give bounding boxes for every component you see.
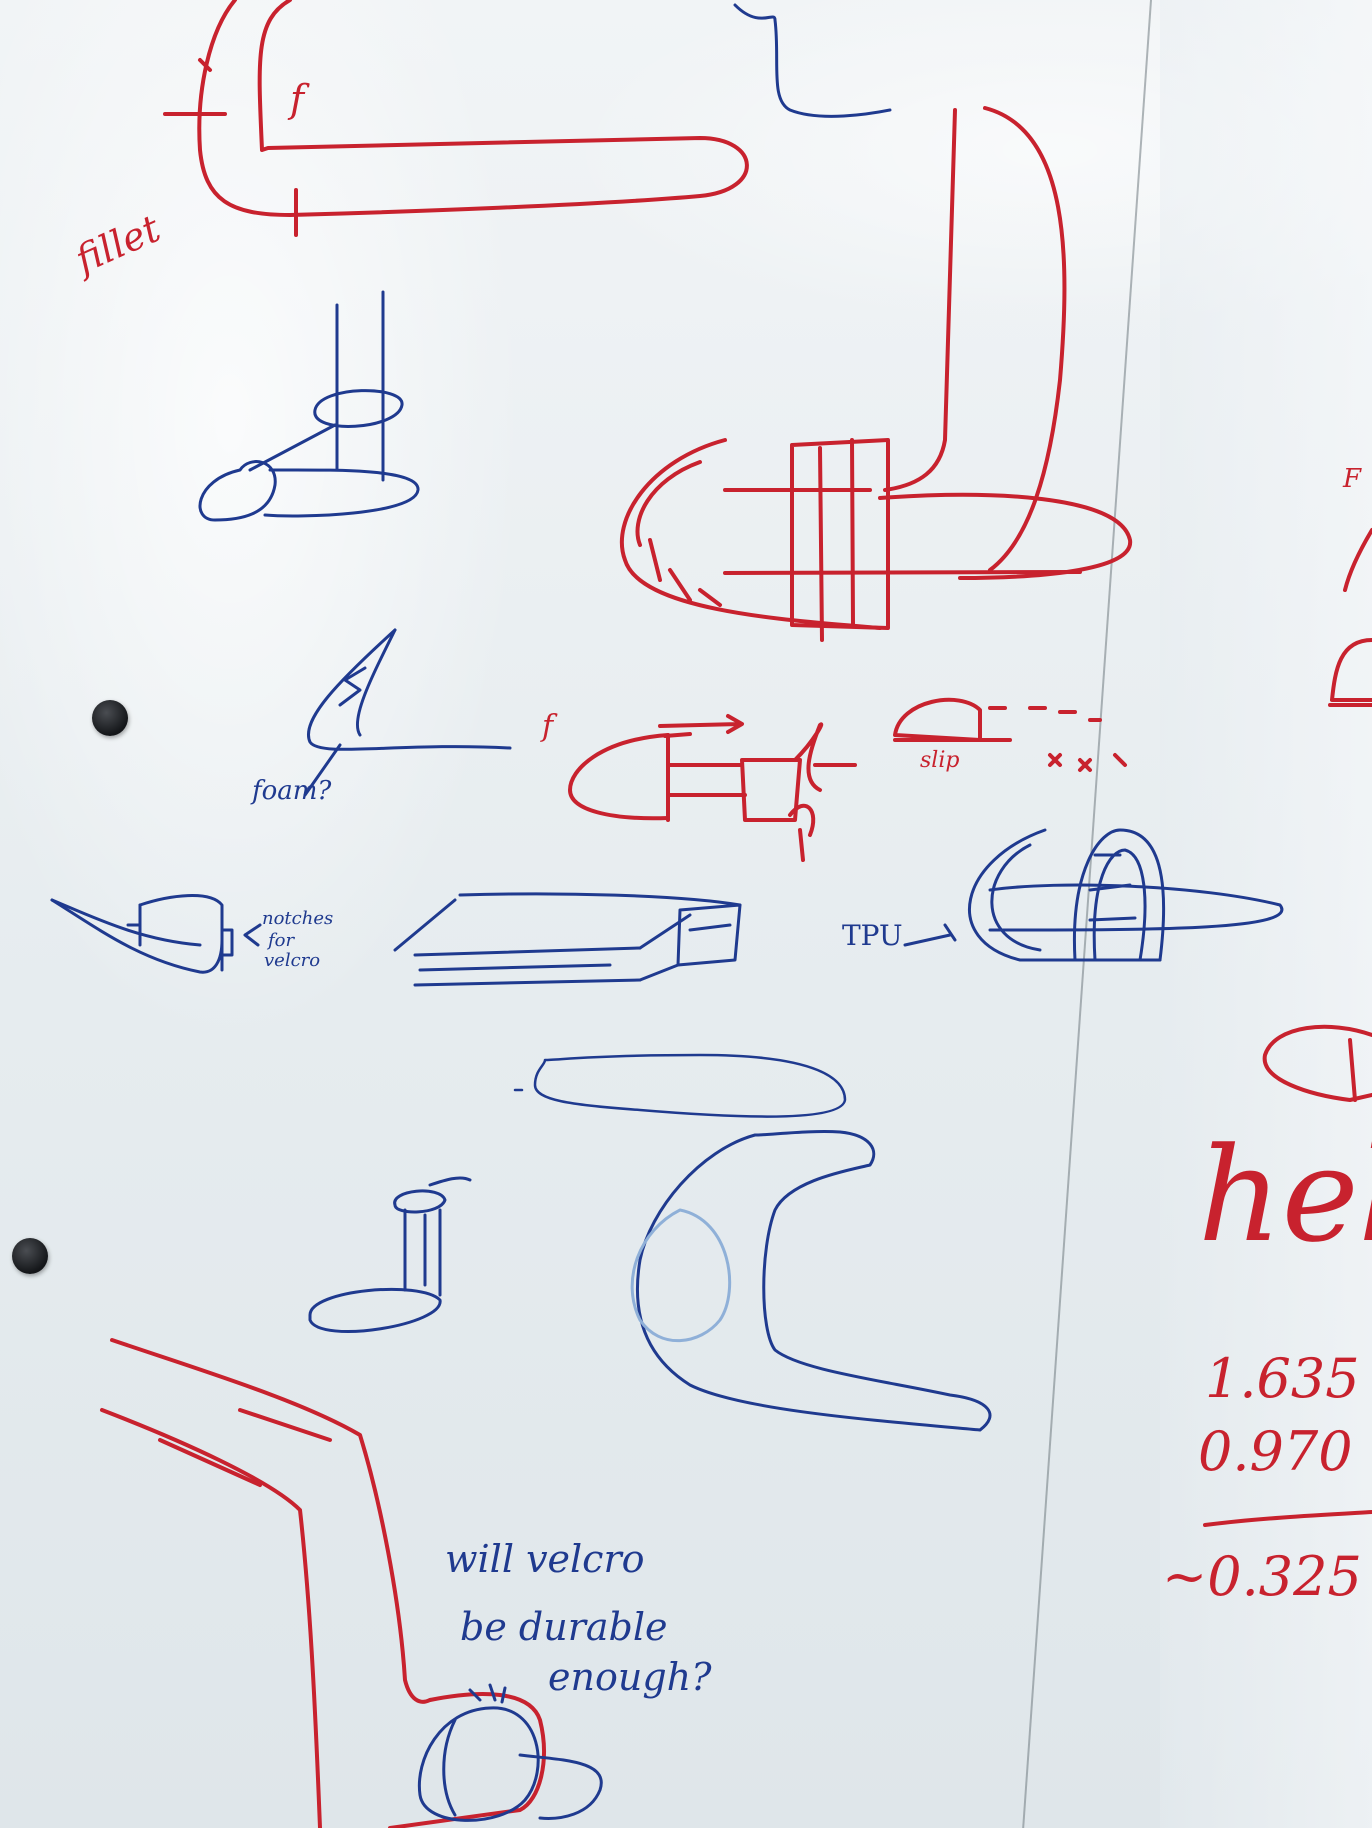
magnet-lower (12, 1238, 48, 1274)
blue-tpu-sketch (903, 828, 1284, 962)
adjacent-whiteboard-panel (1160, 0, 1372, 1828)
note-number-2: 0.970 i (1198, 1420, 1372, 1483)
blue-foam-wedge (303, 628, 512, 797)
blue-notches-sketch (50, 894, 262, 974)
red-right-panel-sketch (1203, 528, 1372, 1527)
note-notches-line2: for (268, 930, 295, 951)
blue-foot-sketch (198, 290, 420, 522)
note-hel: hel (1198, 1119, 1372, 1271)
note-tpu: TPU (842, 919, 903, 952)
note-number-1: 1.635 i (1205, 1347, 1372, 1410)
note-notches-line1: notches (262, 908, 334, 929)
red-bottom-sketch (100, 1338, 546, 1828)
note-f-right: F (1343, 464, 1362, 494)
note-question-line1: will velcro (445, 1537, 645, 1581)
note-f-top: f (290, 77, 305, 121)
red-boot-sketch (619, 106, 1133, 642)
note-slip: slip (920, 748, 960, 773)
blue-ring-sketch (417, 1683, 603, 1822)
note-foam: foam? (252, 776, 332, 806)
red-slider-sketch (568, 697, 1127, 862)
blue-top-bracket (733, 3, 892, 118)
note-notches-line3: velcro (264, 950, 321, 971)
note-f-mid: f (542, 709, 554, 744)
note-question-line3: enough? (548, 1655, 712, 1699)
magnet-upper (92, 700, 128, 736)
blue-bar-sketch (393, 892, 742, 987)
red-fillet-sketch (163, 0, 749, 237)
blue-c-bracket-sketch (630, 1130, 992, 1432)
note-question-line2: be durable (460, 1605, 668, 1649)
blue-insole-sketch (513, 1053, 847, 1118)
blue-post-sketch (308, 1176, 472, 1333)
note-result: ~0.325 (1162, 1545, 1362, 1608)
